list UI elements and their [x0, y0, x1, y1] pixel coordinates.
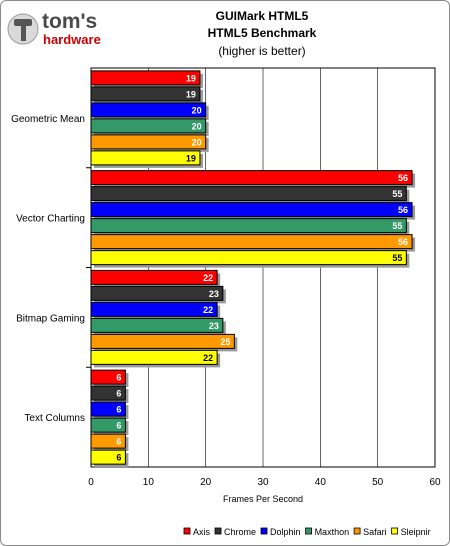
x-tick-label: 60 — [429, 477, 441, 488]
category-label: Vector Charting — [16, 214, 85, 225]
category-label: Bitmap Gaming — [16, 313, 85, 324]
bar — [90, 449, 126, 465]
legend-entry: Axis — [193, 527, 211, 537]
category-labels: Geometric Mean Vector Charting Bitmap Gami… — [11, 114, 85, 424]
category-separators — [86, 167, 91, 368]
data-label: 56 — [398, 237, 408, 247]
bar — [90, 70, 201, 86]
bar — [90, 186, 407, 202]
bar — [90, 218, 407, 234]
legend-swatch — [260, 527, 268, 535]
bar — [90, 369, 126, 385]
data-label: 19 — [186, 89, 196, 99]
x-axis-label: Frames Per Second — [223, 494, 303, 504]
x-tick-label: 20 — [200, 477, 212, 488]
bar — [90, 433, 126, 449]
legend: Axis Chrome Dolphin Maxthon Safari Sleipnir — [183, 527, 431, 537]
legend-entry: Chrome — [224, 527, 256, 537]
legend-entry: Maxthon — [315, 527, 350, 537]
bar — [90, 349, 218, 365]
bar — [90, 269, 218, 285]
bar — [90, 417, 126, 433]
data-label: 19 — [186, 153, 196, 163]
legend-swatch — [391, 527, 399, 535]
bar — [90, 250, 407, 266]
data-label: 6 — [116, 389, 121, 399]
data-label: 55 — [392, 253, 402, 263]
bar — [90, 285, 224, 301]
category-label: Text Columns — [24, 413, 85, 424]
bar — [90, 333, 235, 349]
legend-swatch — [214, 527, 222, 535]
bar — [90, 170, 413, 186]
bar — [90, 86, 201, 102]
bar — [90, 150, 201, 166]
data-label: 6 — [116, 437, 121, 447]
chart-title: GUIMark HTML5 — [216, 9, 309, 23]
x-tick-label: 40 — [315, 477, 327, 488]
chart-subtitle: HTML5 Benchmark — [208, 26, 317, 40]
data-label: 20 — [192, 137, 202, 147]
bars: 1919202020195655565556552223222325226666… — [90, 70, 416, 468]
logo-sub: hardware — [43, 32, 101, 47]
x-tick-label: 50 — [372, 477, 384, 488]
data-label: 6 — [116, 405, 121, 415]
legend-swatch — [353, 527, 361, 535]
x-tick-label: 0 — [88, 477, 94, 488]
data-label: 22 — [203, 305, 213, 315]
data-label: 55 — [392, 221, 402, 231]
hammer-icon — [7, 13, 39, 45]
legend-entry: Safari — [363, 527, 387, 537]
data-label: 20 — [192, 121, 202, 131]
data-label: 56 — [398, 173, 408, 183]
data-label: 55 — [392, 189, 402, 199]
bar — [90, 118, 207, 134]
legend-swatch — [305, 527, 312, 535]
bar — [90, 401, 126, 417]
x-tick-label: 10 — [143, 477, 155, 488]
bar — [90, 317, 224, 333]
bar — [90, 102, 207, 118]
legend-entry: Sleipnir — [401, 527, 431, 537]
data-label: 25 — [220, 337, 230, 347]
bar — [90, 301, 218, 317]
bar — [90, 385, 126, 401]
bar — [90, 134, 207, 150]
legend-swatch — [183, 527, 191, 535]
bar — [90, 234, 413, 250]
chart-note: (higher is better) — [218, 44, 305, 58]
data-label: 6 — [116, 373, 121, 383]
category-label: Geometric Mean — [11, 114, 85, 125]
logo-brand: tom's — [42, 10, 97, 33]
data-label: 22 — [203, 353, 213, 363]
data-label: 19 — [186, 73, 196, 83]
data-label: 22 — [203, 273, 213, 283]
data-label: 6 — [116, 421, 121, 431]
x-tick-label: 30 — [257, 477, 269, 488]
x-tick-labels: 0 10 20 30 40 50 60 — [88, 477, 441, 488]
data-label: 20 — [192, 105, 202, 115]
bar — [90, 202, 413, 218]
data-label: 23 — [209, 289, 219, 299]
data-label: 56 — [398, 205, 408, 215]
data-label: 6 — [116, 453, 121, 463]
toms-hardware-logo: tom's hardware — [7, 10, 101, 47]
data-label: 23 — [209, 321, 219, 331]
legend-entry: Dolphin — [270, 527, 301, 537]
